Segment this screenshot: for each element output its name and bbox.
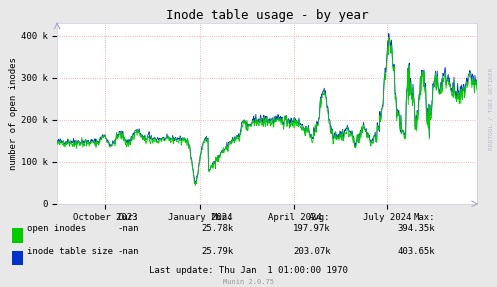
Text: open inodes: open inodes [27,224,86,233]
Text: 403.65k: 403.65k [397,247,435,256]
Text: -nan: -nan [118,224,139,233]
Title: Inode table usage - by year: Inode table usage - by year [166,9,368,22]
Text: 394.35k: 394.35k [397,224,435,233]
Text: -nan: -nan [118,247,139,256]
Text: Min:: Min: [212,213,234,222]
Text: Last update: Thu Jan  1 01:00:00 1970: Last update: Thu Jan 1 01:00:00 1970 [149,266,348,275]
Text: Cur:: Cur: [118,213,139,222]
Text: RRDTOOL / TOBI OETIKER: RRDTOOL / TOBI OETIKER [489,68,494,150]
Text: 25.79k: 25.79k [201,247,234,256]
Text: Munin 2.0.75: Munin 2.0.75 [223,279,274,285]
Text: inode table size: inode table size [27,247,113,256]
Y-axis label: number of open inodes: number of open inodes [9,57,18,170]
Text: 25.78k: 25.78k [201,224,234,233]
Text: 203.07k: 203.07k [293,247,331,256]
Text: 197.97k: 197.97k [293,224,331,233]
Text: Max:: Max: [414,213,435,222]
Text: Avg:: Avg: [309,213,331,222]
